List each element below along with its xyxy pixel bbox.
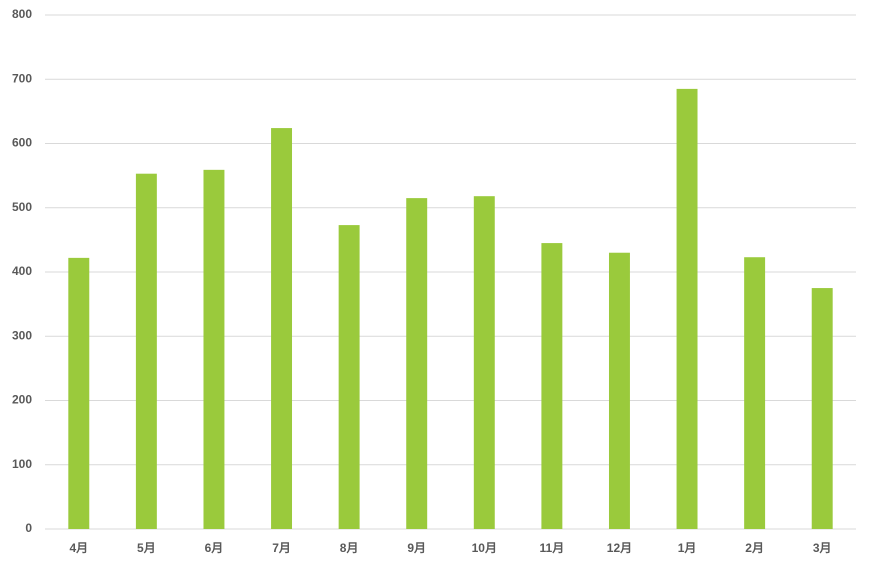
y-tick-label: 200: [12, 393, 32, 407]
x-tick-label: 9月: [407, 541, 426, 555]
x-tick-label: 2月: [745, 541, 764, 555]
x-tick-label: 5月: [137, 541, 156, 555]
y-tick-label: 600: [12, 136, 32, 150]
x-tick-label: 6月: [205, 541, 224, 555]
y-tick-label: 100: [12, 457, 32, 471]
bar: [406, 198, 428, 530]
bar: [271, 128, 293, 529]
x-tick-label: 4月: [69, 541, 88, 555]
x-tick-label: 10月: [472, 541, 497, 555]
bar: [811, 288, 833, 529]
y-tick-label: 400: [12, 264, 32, 278]
bar: [338, 225, 360, 529]
bar: [68, 257, 90, 529]
y-tick-label: 700: [12, 71, 32, 85]
y-tick-label: 300: [12, 328, 32, 342]
bar: [203, 169, 225, 529]
x-tick-label: 12月: [607, 541, 632, 555]
bar: [473, 196, 495, 529]
y-tick-label: 800: [12, 7, 32, 21]
bar: [676, 88, 698, 529]
bar: [135, 173, 157, 529]
y-tick-label: 0: [25, 521, 32, 535]
y-tick-label: 500: [12, 200, 32, 214]
bar: [541, 243, 563, 529]
x-tick-label: 11月: [540, 541, 565, 555]
bar: [744, 257, 766, 529]
x-tick-label: 8月: [340, 541, 359, 555]
x-tick-label: 3月: [813, 541, 832, 555]
x-tick-label: 7月: [272, 541, 291, 555]
bar: [608, 252, 630, 529]
x-tick-label: 1月: [678, 541, 697, 555]
